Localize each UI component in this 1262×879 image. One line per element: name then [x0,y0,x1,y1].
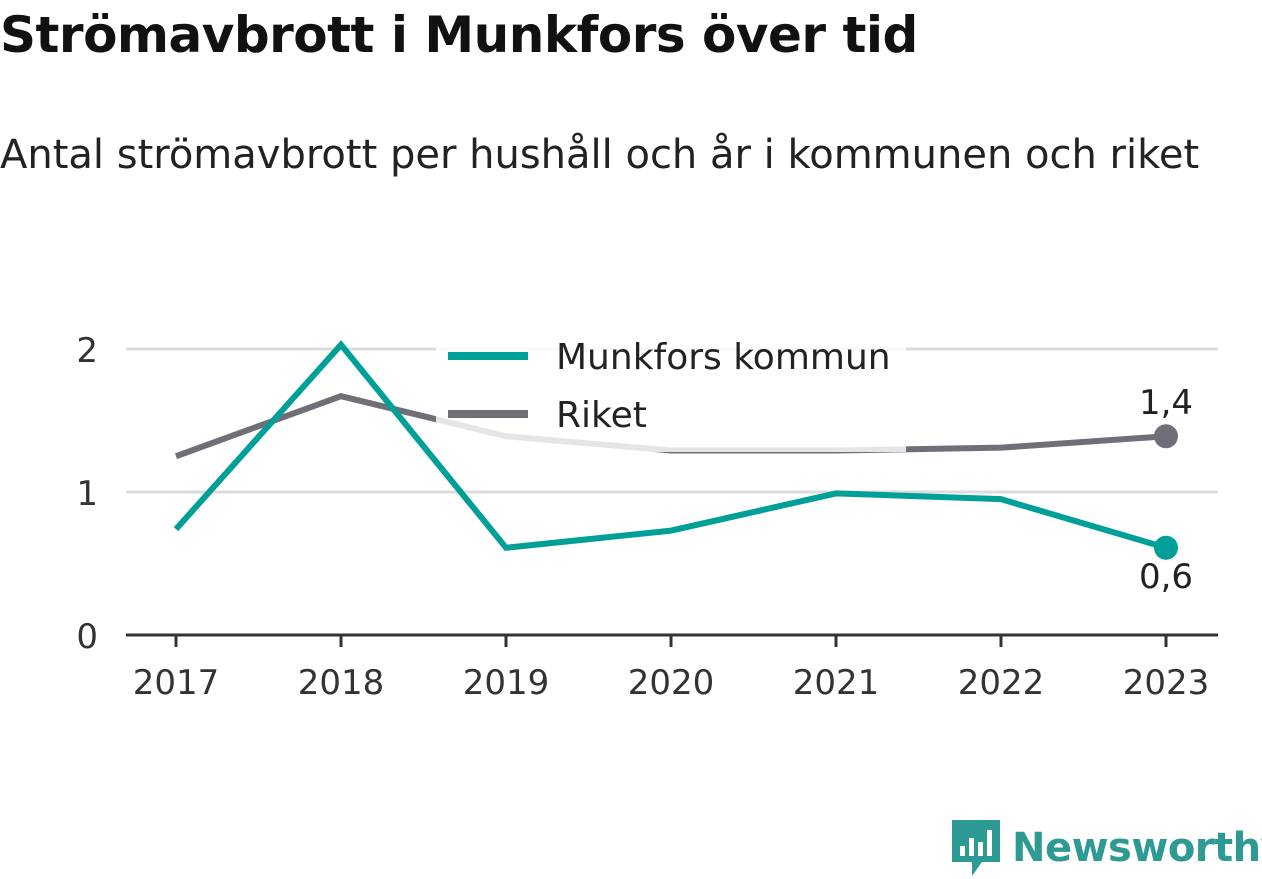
end-value-label: 1,4 [1139,383,1193,423]
x-tick-label: 2019 [463,663,550,703]
end-value-label: 0,6 [1139,557,1193,597]
x-tick-label: 2020 [628,663,715,703]
end-point-marker [1154,535,1178,560]
legend-background [436,330,906,452]
x-tick-label: 2017 [133,663,220,703]
end-point-marker [1154,424,1178,449]
x-tick-label: 2018 [298,663,385,703]
chart-subtitle: Antal strömavbrott per hushåll och år i … [0,132,1200,178]
x-tick-label: 2023 [1123,663,1210,703]
brand-logo: Newsworthy [950,818,1262,878]
legend-label: Riket [556,395,647,436]
x-tick-label: 2022 [958,663,1045,703]
chart-title: Strömavbrott i Munkfors över tid [0,6,918,64]
series-line-munkfors [173,340,1167,551]
brand-name: Newsworthy [1012,825,1262,871]
legend-label: Munkfors kommun [556,337,891,378]
x-tick-label: 2021 [793,663,880,703]
newsworthy-logo-icon [952,820,1000,876]
y-tick-label: 0 [76,617,98,657]
y-tick-label: 2 [76,331,98,371]
y-tick-label: 1 [76,474,98,514]
